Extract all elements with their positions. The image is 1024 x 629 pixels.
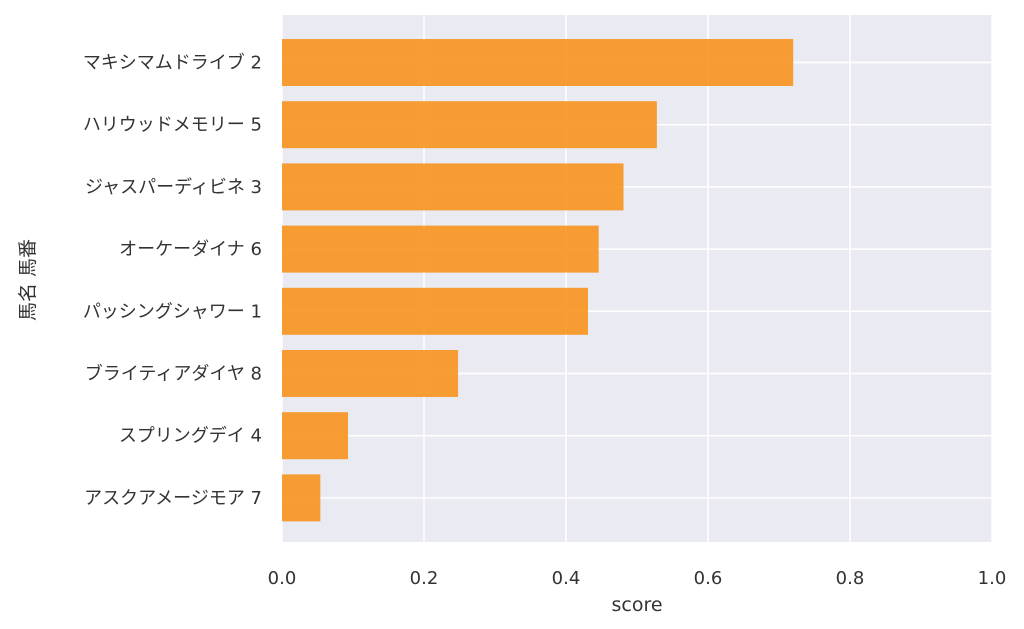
x-tick-label: 0.6 xyxy=(694,568,723,589)
y-tick-label: ジャスパーディビネ 3 xyxy=(85,177,262,198)
x-tick-label: 0.8 xyxy=(836,568,865,589)
plot-area xyxy=(282,15,992,542)
bars xyxy=(282,39,794,522)
bar xyxy=(282,163,624,211)
x-tick-label: 0.2 xyxy=(410,568,439,589)
y-tick-label: マキシマムドライブ 2 xyxy=(83,52,262,74)
x-tick-label: 1.0 xyxy=(978,568,1007,589)
bar xyxy=(282,350,459,397)
y-tick-labels: マキシマムドライブ 2 ハリウッドメモリー 5 ジャスパーディビネ 3 オーケーダイナ… xyxy=(83,52,262,509)
x-tick-labels: 0.0 0.2 0.4 0.6 0.8 1.0 xyxy=(268,568,1007,589)
x-tick-label: 0.4 xyxy=(552,568,581,589)
y-tick-label: ハリウッドメモリー 5 xyxy=(83,115,262,136)
y-tick-label: スプリングデイ 4 xyxy=(119,426,262,447)
bar xyxy=(282,412,349,460)
y-tick-label: パッシングシャワー 1 xyxy=(83,301,262,322)
bar xyxy=(282,287,589,335)
bar xyxy=(282,225,599,273)
x-tick-label: 0.0 xyxy=(268,568,297,589)
y-tick-label: ブライティアダイヤ 8 xyxy=(85,363,262,385)
bar xyxy=(282,474,321,522)
bar xyxy=(282,101,657,149)
x-axis-title: score xyxy=(611,594,662,616)
y-tick-label: アスクアメージモア 7 xyxy=(84,488,262,509)
bar xyxy=(282,39,794,86)
y-tick-label: オーケーダイナ 6 xyxy=(119,239,262,260)
y-axis-title: 馬名 馬番 xyxy=(17,239,39,321)
